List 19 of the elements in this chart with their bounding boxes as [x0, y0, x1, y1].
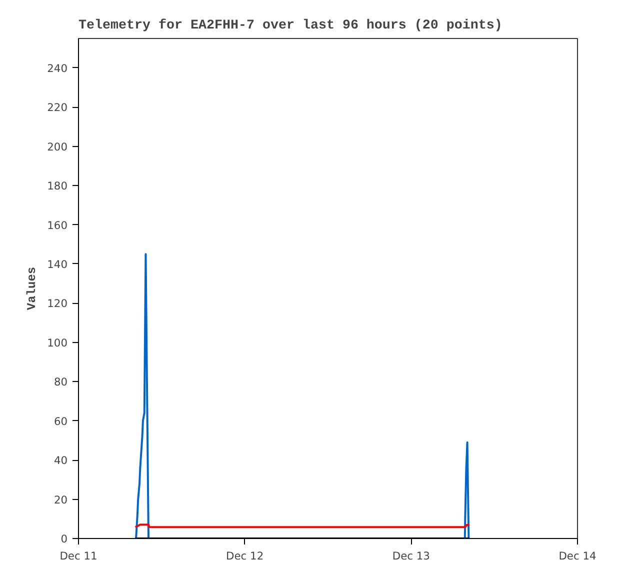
y-tick-label: 200 [47, 140, 68, 154]
x-tick-label: Dec 12 [226, 550, 264, 562]
y-tick-label: 180 [47, 180, 68, 193]
chart-title: Telemetry for EA2FHH-7 over last 96 hours (20 points) [78, 18, 502, 34]
y-axis-title: Values [25, 266, 40, 310]
y-tick-label: 100 [47, 336, 68, 350]
x-tick-label: Dec 13 [392, 550, 430, 562]
y-tick-label: 40 [54, 454, 68, 468]
x-tick-label: Dec 11 [60, 550, 98, 562]
y-tick-label: 140 [47, 258, 68, 271]
y-tick-label: 240 [47, 62, 68, 75]
y-tick-label: 160 [47, 218, 68, 232]
y-tick-label: 0 [60, 532, 68, 546]
y-tick-label: 120 [47, 297, 68, 310]
y-tick-label: 20 [54, 493, 68, 506]
y-tick-label: 60 [54, 414, 68, 428]
y-tick-label: 80 [54, 376, 68, 389]
x-tick-label: Dec 14 [558, 550, 597, 562]
y-tick-label: 220 [47, 101, 68, 114]
